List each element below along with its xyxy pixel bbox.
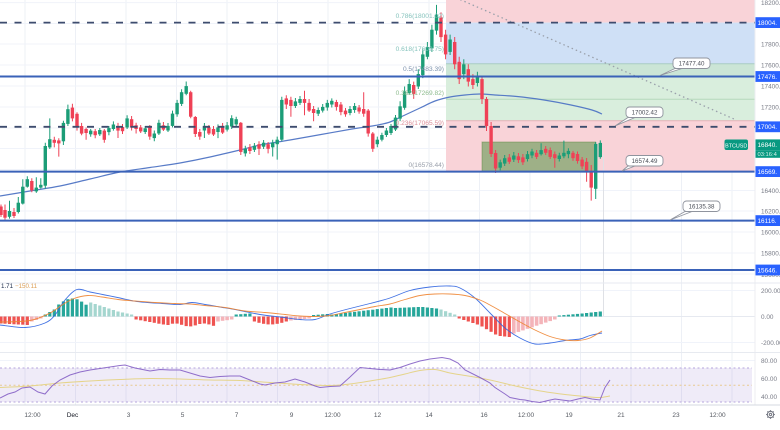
svg-text:9: 9 [290,412,294,419]
svg-text:18004.: 18004. [758,20,778,27]
svg-text:17004.: 17004. [758,124,778,131]
svg-text:0.236(17065.59): 0.236(17065.59) [396,120,444,127]
svg-text:7: 7 [235,412,239,419]
svg-text:12:00: 12:00 [709,412,726,419]
svg-text:14: 14 [425,412,433,419]
svg-text:Dec: Dec [67,412,79,419]
svg-text:17600.: 17600. [761,62,780,69]
svg-text:0.382(17269.82): 0.382(17269.82) [396,90,444,97]
svg-text:-200.00: -200.00 [761,340,780,347]
svg-text:16574.49: 16574.49 [632,158,658,165]
svg-text:0.5(17483.39): 0.5(17483.39) [403,66,444,73]
svg-text:19: 19 [565,412,573,419]
svg-text:40.00: 40.00 [761,394,777,401]
svg-text:12:00: 12:00 [324,412,341,419]
svg-text:0.618(17609.75): 0.618(17609.75) [396,46,444,53]
svg-text:17476.: 17476. [758,74,778,81]
svg-text:12: 12 [374,412,382,419]
svg-text:18200.: 18200. [761,0,780,7]
svg-text:BTCUSD: BTCUSD [725,143,747,149]
svg-text:23: 23 [672,412,680,419]
svg-text:17400.: 17400. [761,83,780,90]
svg-text:17002.42: 17002.42 [632,110,658,117]
svg-text:16840.: 16840. [758,142,778,149]
svg-text:17477.40: 17477.40 [679,61,705,68]
svg-text:17200.: 17200. [761,104,780,111]
svg-text:21: 21 [617,412,625,419]
svg-text:80.00: 80.00 [761,358,777,365]
svg-text:5: 5 [181,412,185,419]
svg-text:3: 3 [127,412,131,419]
svg-text:0.786(18001.02): 0.786(18001.02) [396,13,444,20]
svg-text:16569.: 16569. [758,169,778,176]
svg-text:−150.11: −150.11 [15,283,38,290]
svg-text:17800.: 17800. [761,41,780,48]
svg-text:12:00: 12:00 [518,412,535,419]
svg-text:16400.: 16400. [761,188,780,195]
svg-text:03:16:4: 03:16:4 [758,152,778,158]
svg-text:15800.: 15800. [761,250,780,257]
svg-text:16135.38: 16135.38 [689,204,715,211]
svg-text:15646.: 15646. [758,267,778,274]
svg-text:16: 16 [480,412,488,419]
svg-text:60.00: 60.00 [761,376,777,383]
svg-text:16116.: 16116. [758,218,777,225]
svg-text:0.00: 0.00 [761,314,774,321]
svg-text:200.00: 200.00 [761,288,780,295]
svg-text:16000.: 16000. [761,229,780,236]
svg-text:1.71: 1.71 [1,283,14,290]
svg-text:0(16578.44): 0(16578.44) [408,162,444,169]
svg-text:16200.: 16200. [761,208,780,215]
svg-text:12:00: 12:00 [24,412,41,419]
